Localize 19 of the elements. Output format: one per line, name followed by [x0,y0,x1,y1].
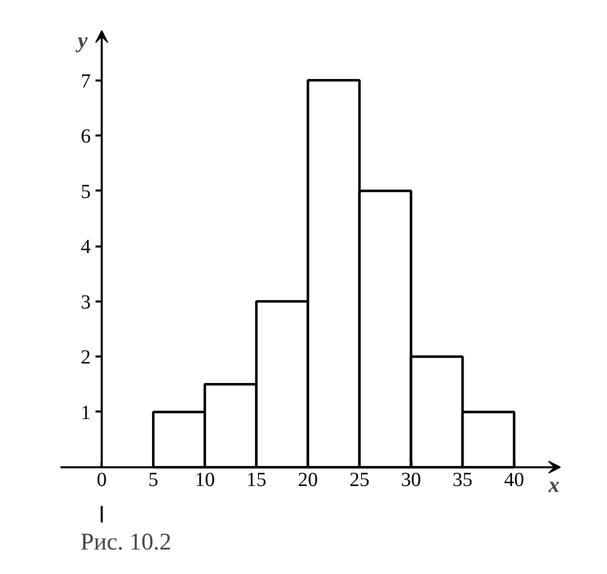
y-tick-label: 6 [80,126,91,148]
x-tick-label: 25 [349,469,370,492]
x-tick-label: 30 [401,469,422,492]
text: Рис. 10.2 [80,530,172,556]
x-tick-label: 40 [504,469,524,492]
y-tick-label: 4 [80,236,91,258]
x-tick-label: 35 [452,469,473,492]
y-tick-label: 3 [80,291,91,314]
x-tick-label: 5 [148,469,158,492]
y-tick-label: 1 [80,402,91,424]
y-axis-title: y [74,28,88,52]
x-tick-label: 15 [246,469,266,492]
y-tick-label: 2 [80,346,91,369]
x-tick-label: 10 [194,469,215,492]
x-axis-title: x [548,472,560,498]
x-tick-label: 0 [96,469,107,492]
y-tick-label: 7 [80,70,91,92]
x-tick-label: 20 [298,469,318,492]
y-tick-label: 5 [80,180,91,203]
